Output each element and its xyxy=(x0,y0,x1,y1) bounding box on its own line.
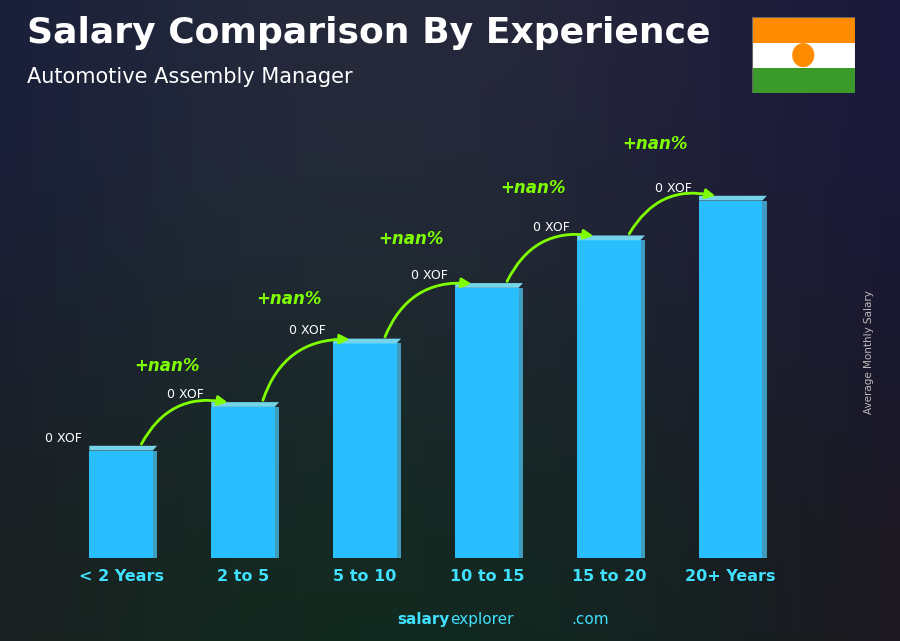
Text: explorer: explorer xyxy=(450,612,514,627)
Polygon shape xyxy=(212,402,279,407)
Text: 0 XOF: 0 XOF xyxy=(167,388,204,401)
Bar xyxy=(752,42,855,68)
Bar xyxy=(752,67,855,93)
Text: Average Monthly Salary: Average Monthly Salary xyxy=(863,290,874,415)
Text: 0 XOF: 0 XOF xyxy=(655,181,692,195)
Bar xyxy=(518,288,523,558)
Polygon shape xyxy=(333,338,401,344)
Text: +nan%: +nan% xyxy=(256,290,321,308)
Bar xyxy=(699,201,762,558)
Bar xyxy=(274,407,279,558)
Bar xyxy=(397,344,401,558)
Bar xyxy=(752,17,855,42)
Bar xyxy=(153,451,157,558)
Circle shape xyxy=(793,44,814,67)
Polygon shape xyxy=(455,283,523,288)
Bar xyxy=(89,451,153,558)
Text: +nan%: +nan% xyxy=(134,357,200,375)
Text: Salary Comparison By Experience: Salary Comparison By Experience xyxy=(27,16,710,50)
Text: .com: .com xyxy=(572,612,609,627)
Bar xyxy=(455,288,518,558)
Bar xyxy=(212,407,274,558)
Bar xyxy=(641,240,645,558)
Text: 0 XOF: 0 XOF xyxy=(411,269,448,282)
Text: +nan%: +nan% xyxy=(378,230,444,248)
Text: 0 XOF: 0 XOF xyxy=(533,221,570,234)
Text: 0 XOF: 0 XOF xyxy=(45,431,82,445)
Bar xyxy=(762,201,767,558)
Polygon shape xyxy=(699,196,767,201)
Text: 0 XOF: 0 XOF xyxy=(289,324,326,337)
Polygon shape xyxy=(89,445,158,451)
Polygon shape xyxy=(577,235,645,240)
Text: +nan%: +nan% xyxy=(622,135,688,153)
Text: salary: salary xyxy=(398,612,450,627)
Text: +nan%: +nan% xyxy=(500,179,565,197)
Bar xyxy=(577,240,641,558)
Bar xyxy=(333,344,397,558)
Text: Automotive Assembly Manager: Automotive Assembly Manager xyxy=(27,67,353,87)
